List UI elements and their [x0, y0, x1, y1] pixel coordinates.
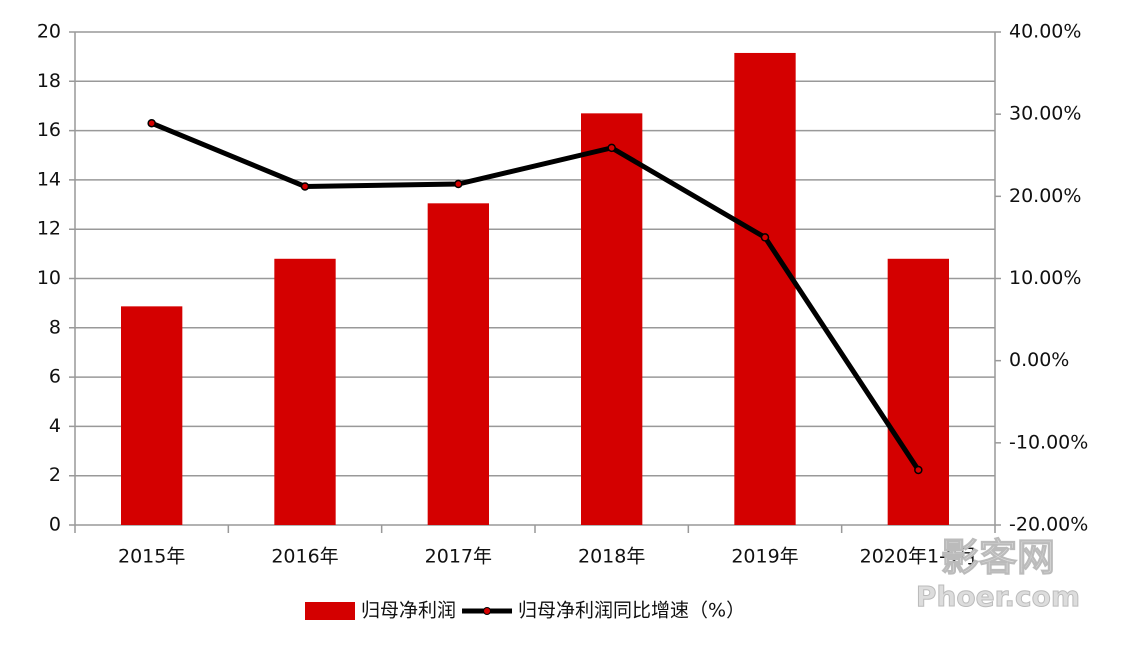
y2-tick-label: 10.00% — [1009, 267, 1081, 289]
point — [147, 118, 156, 128]
x-tick-label: 2018年 — [578, 546, 645, 568]
legend-swatch — [305, 602, 355, 620]
y2-tick-label: 0.00% — [1009, 349, 1069, 371]
watermark-title: 影客网 — [941, 536, 1055, 580]
y2-tick-label: -10.00% — [1009, 431, 1088, 453]
y-tick-label: 14 — [37, 168, 61, 190]
x-tick-label: 2017年 — [425, 546, 492, 568]
y-tick-label: 2 — [49, 464, 61, 486]
y-tick-label: 8 — [49, 316, 61, 338]
x-tick-label: 2016年 — [271, 546, 338, 568]
y2-tick-label: 30.00% — [1009, 103, 1081, 125]
point — [607, 143, 616, 153]
x-tick-label: 2015年 — [118, 546, 185, 568]
legend-label: 归母净利润同比增速（%） — [518, 600, 745, 622]
y2-tick-label: -20.00% — [1009, 514, 1088, 536]
x-tick-label: 2020年1-9月 — [860, 546, 977, 568]
bar — [887, 258, 949, 525]
x-tick-label: 2019年 — [731, 546, 798, 568]
legend-label: 归母净利润 — [361, 600, 456, 622]
y-tick-label: 6 — [49, 366, 61, 388]
y-tick-label: 0 — [49, 514, 61, 536]
bar — [427, 203, 489, 525]
watermark-site: Phoer.com — [916, 580, 1080, 613]
line — [150, 120, 921, 472]
y2-tick-label: 20.00% — [1009, 185, 1081, 207]
y-tick-label: 10 — [37, 267, 61, 289]
point — [914, 465, 923, 475]
bar — [581, 113, 643, 525]
bar — [274, 258, 336, 525]
y-tick-label: 16 — [37, 119, 61, 141]
y-tick-label: 18 — [37, 70, 61, 92]
point — [760, 233, 770, 242]
bar — [734, 52, 796, 525]
bar — [121, 306, 183, 525]
legend-marker — [483, 607, 492, 615]
y-tick-label: 12 — [37, 218, 61, 240]
point — [454, 179, 463, 189]
y-tick-label: 20 — [37, 21, 61, 43]
y2-tick-label: 40.00% — [1009, 21, 1081, 43]
y-tick-label: 4 — [49, 415, 61, 437]
point — [300, 182, 310, 191]
